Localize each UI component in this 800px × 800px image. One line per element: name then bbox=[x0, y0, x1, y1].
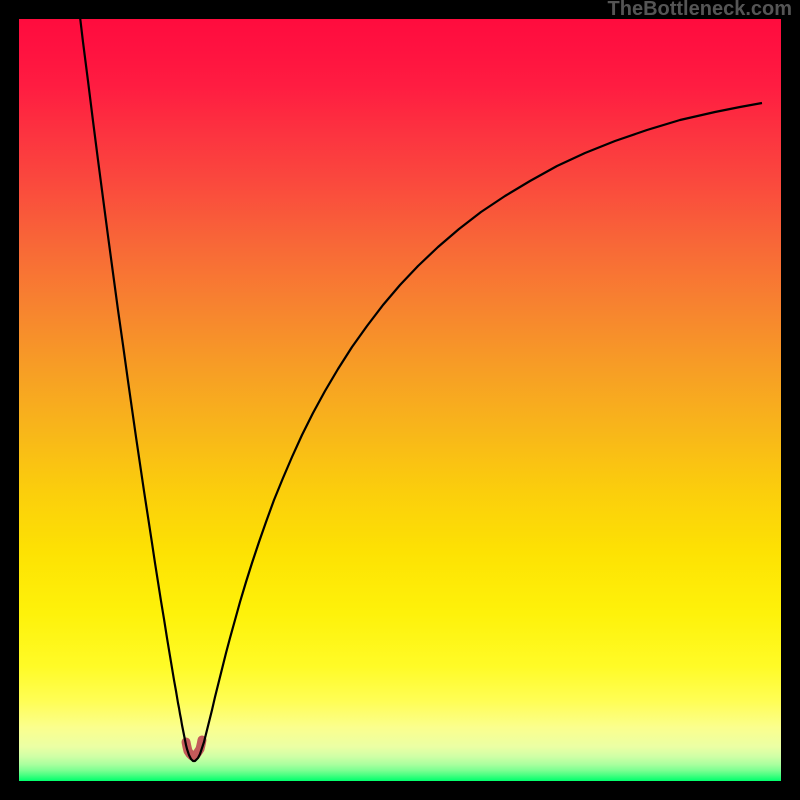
chart-plot-area bbox=[19, 19, 781, 781]
curve-line bbox=[78, 19, 762, 761]
bottleneck-curve bbox=[19, 19, 781, 781]
watermark-text: TheBottleneck.com bbox=[608, 0, 792, 21]
